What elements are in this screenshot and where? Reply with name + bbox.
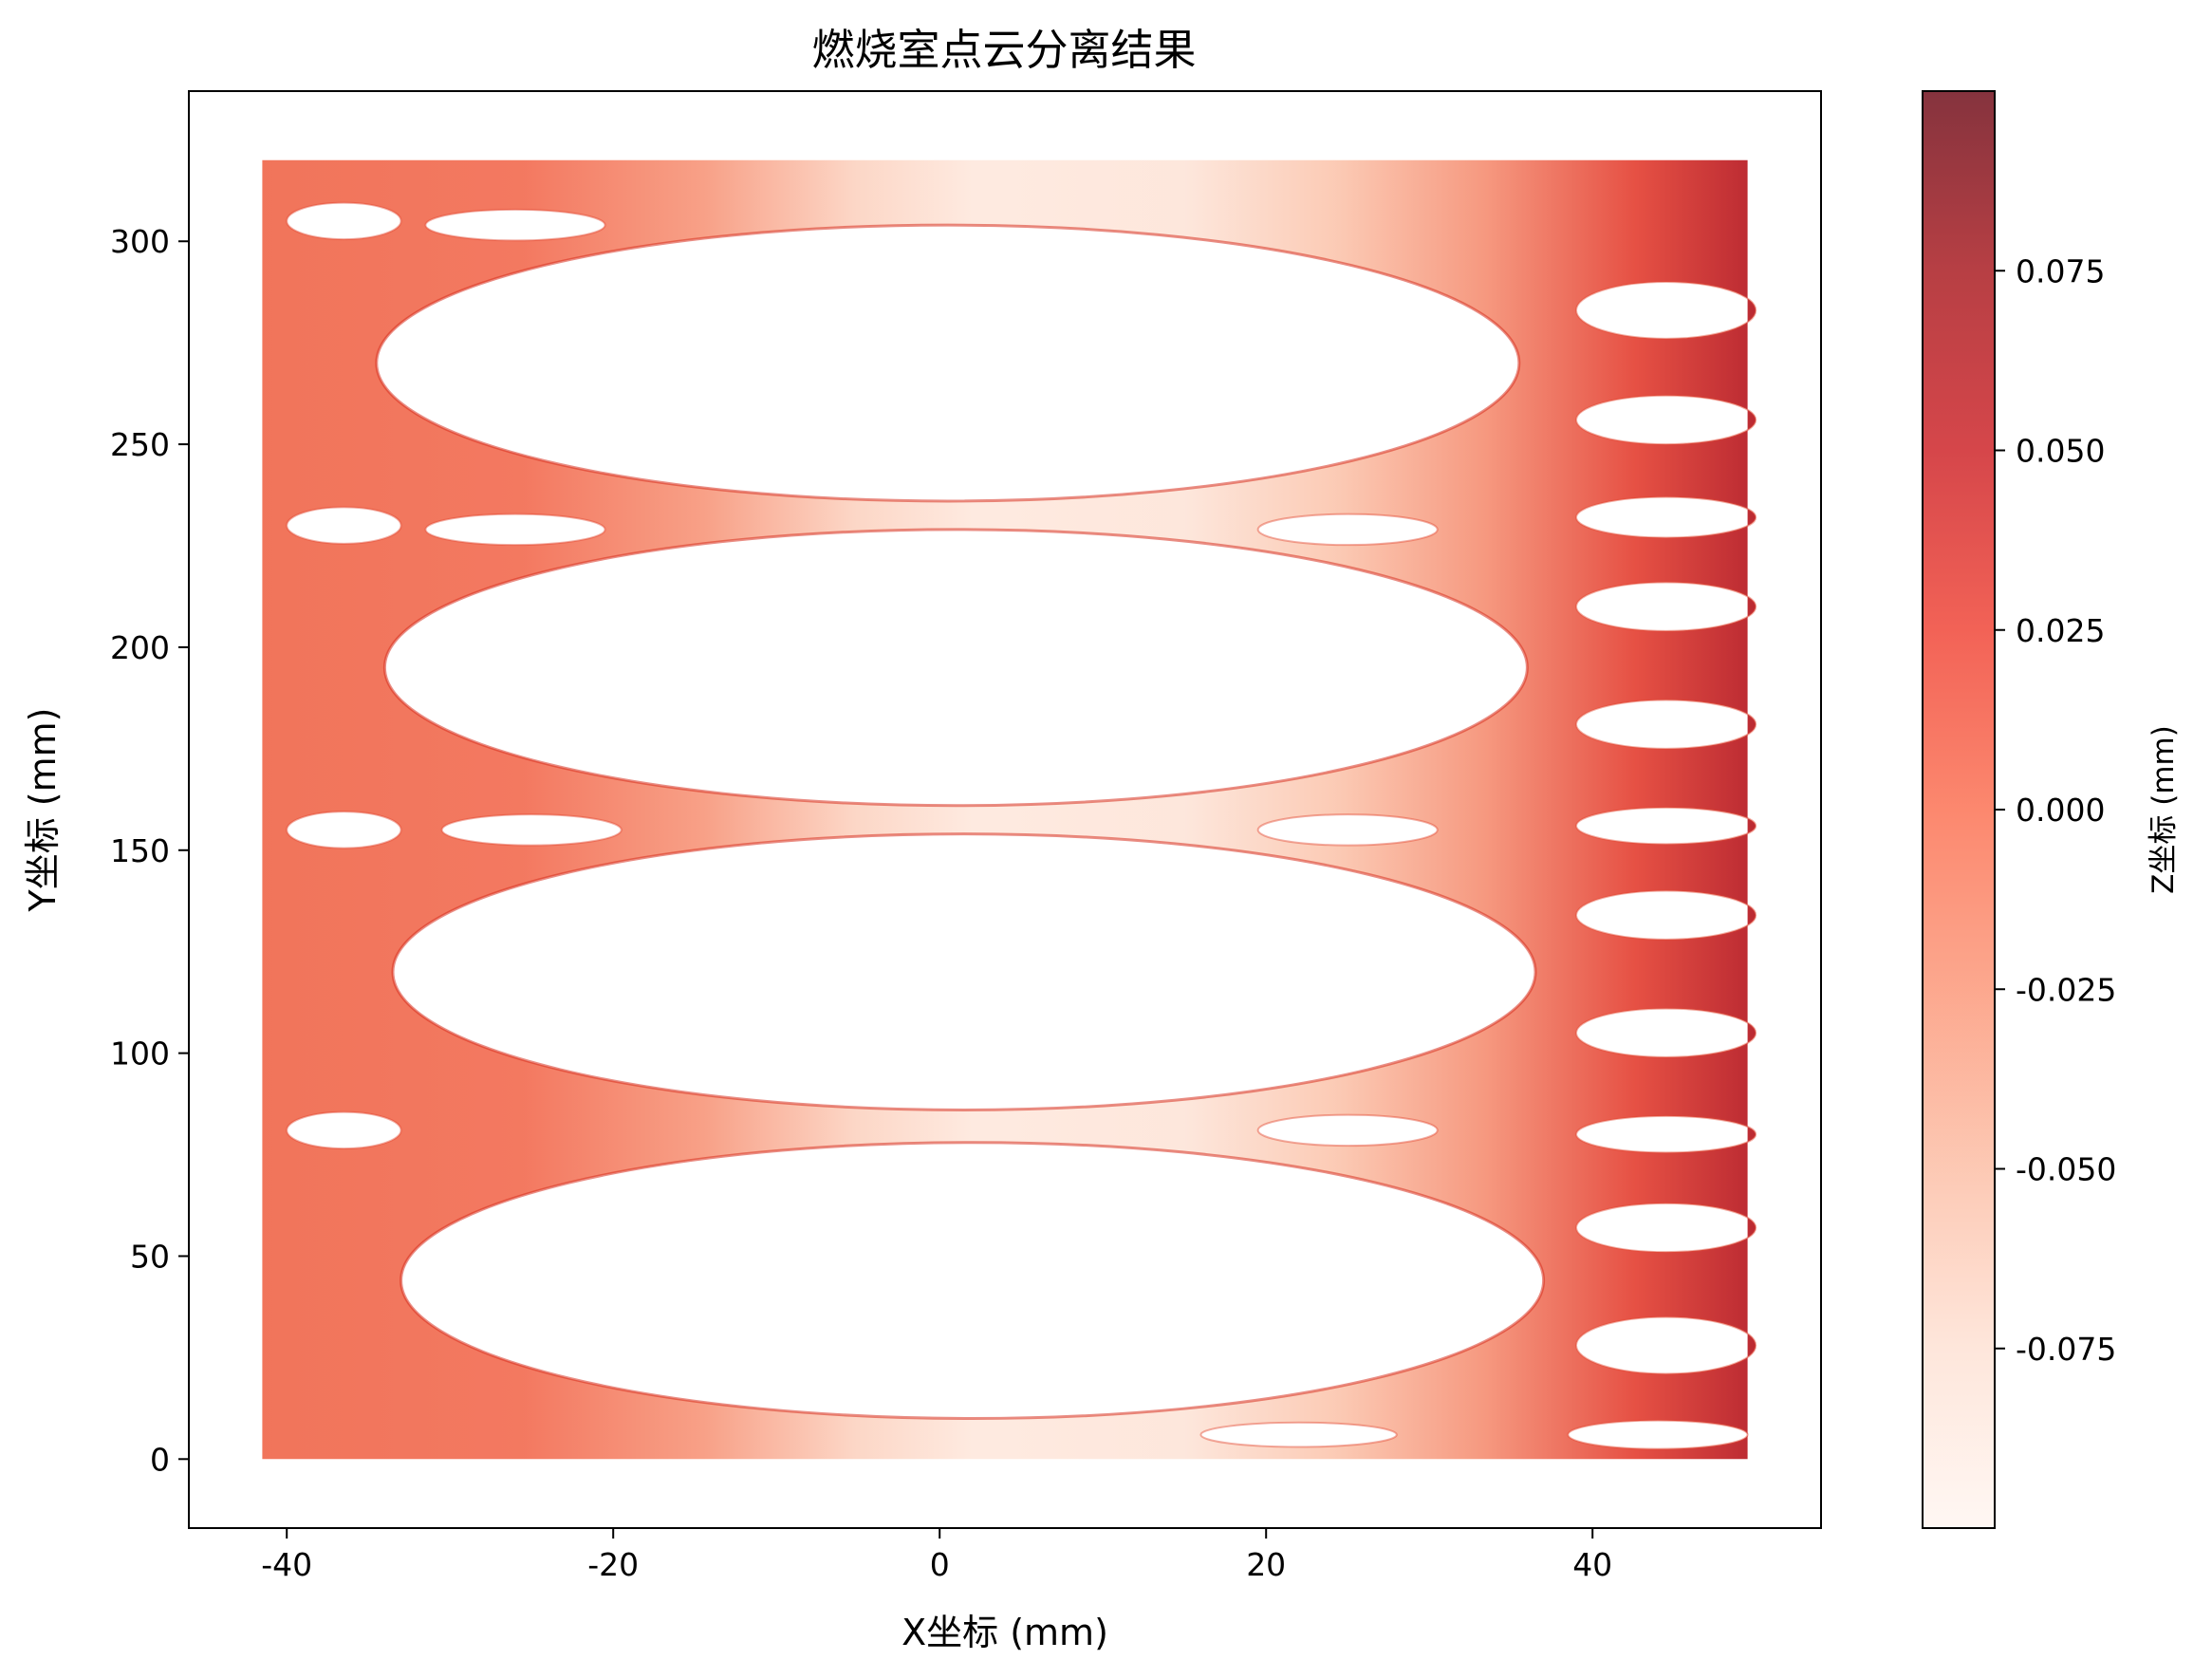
x-tick-label: 40	[1572, 1546, 1612, 1583]
y-tick-label: 100	[110, 1035, 170, 1073]
chart-title: 燃烧室点云分离结果	[811, 25, 1196, 75]
colorbar: 0.075 0.050 0.025 0.000 -0.025 -0.050 -0.075 Z…	[1922, 90, 2181, 1529]
large-hole-2	[382, 528, 1529, 808]
colorbar-tick-label: -0.050	[2016, 1151, 2116, 1188]
colorbar-ticks: 0.075 0.050 0.025 0.000 -0.025 -0.050 -0.075	[1995, 252, 2116, 1368]
small-hole-9	[286, 811, 402, 849]
small-hole-11	[1575, 281, 1757, 340]
small-hole-7	[286, 201, 402, 241]
point-cloud-body	[262, 159, 1757, 1460]
colorbar-gradient	[1923, 91, 1995, 1528]
y-axis-ticks: 0 50 100 150 200 250 300	[110, 223, 189, 1478]
x-axis-label: X坐标 (mm)	[902, 1612, 1108, 1653]
colorbar-tick-label: -0.075	[2016, 1331, 2116, 1368]
x-tick-label: -40	[261, 1546, 312, 1583]
plot-frame	[188, 90, 1822, 1529]
colorbar-tick-label: 0.025	[2016, 612, 2105, 649]
colorbar-label: Z坐标 (mm)	[2147, 725, 2181, 894]
small-hole-6	[1256, 1113, 1439, 1147]
colorbar-tick-label: 0.050	[2016, 433, 2105, 470]
small-hole-15	[1575, 699, 1757, 750]
small-hole-22	[1567, 1419, 1749, 1450]
small-hole-3	[440, 813, 623, 847]
large-hole-4	[400, 1141, 1546, 1421]
small-hole-17	[1575, 889, 1757, 941]
small-hole-20	[1575, 1202, 1757, 1254]
small-hole-10	[286, 1110, 402, 1150]
y-tick-label: 200	[110, 629, 170, 666]
colorbar-tick-label: -0.025	[2016, 971, 2116, 1008]
hole-markers	[286, 201, 1757, 1450]
small-hole-12	[1575, 394, 1757, 446]
large-hole-1	[375, 223, 1521, 503]
x-axis-ticks: -40 -20 0 20 40	[261, 1528, 1612, 1583]
small-hole-16	[1575, 806, 1757, 846]
large-hole-3	[391, 832, 1537, 1111]
y-tick-label: 250	[110, 426, 170, 463]
x-tick-label: -20	[587, 1546, 639, 1583]
y-tick-label: 50	[130, 1238, 170, 1275]
small-hole-21	[1575, 1315, 1757, 1375]
plot-area	[262, 159, 1757, 1460]
small-hole-23	[1199, 1421, 1398, 1448]
colorbar-tick-label: 0.000	[2016, 792, 2105, 829]
y-tick-label: 0	[150, 1441, 170, 1478]
small-hole-4	[1256, 513, 1439, 547]
x-tick-label: 20	[1246, 1546, 1286, 1583]
small-hole-18	[1575, 1007, 1757, 1058]
small-hole-1	[424, 208, 606, 242]
small-hole-8	[286, 506, 402, 545]
small-hole-5	[1256, 813, 1439, 847]
small-hole-13	[1575, 495, 1757, 539]
small-hole-14	[1575, 581, 1757, 632]
y-axis-label: Y坐标 (mm)	[22, 708, 64, 913]
small-hole-19	[1575, 1114, 1757, 1154]
x-tick-label: 0	[930, 1546, 950, 1583]
colorbar-tick-label: 0.075	[2016, 252, 2105, 289]
y-tick-label: 150	[110, 832, 170, 869]
y-tick-label: 300	[110, 223, 170, 260]
small-hole-2	[424, 513, 606, 547]
